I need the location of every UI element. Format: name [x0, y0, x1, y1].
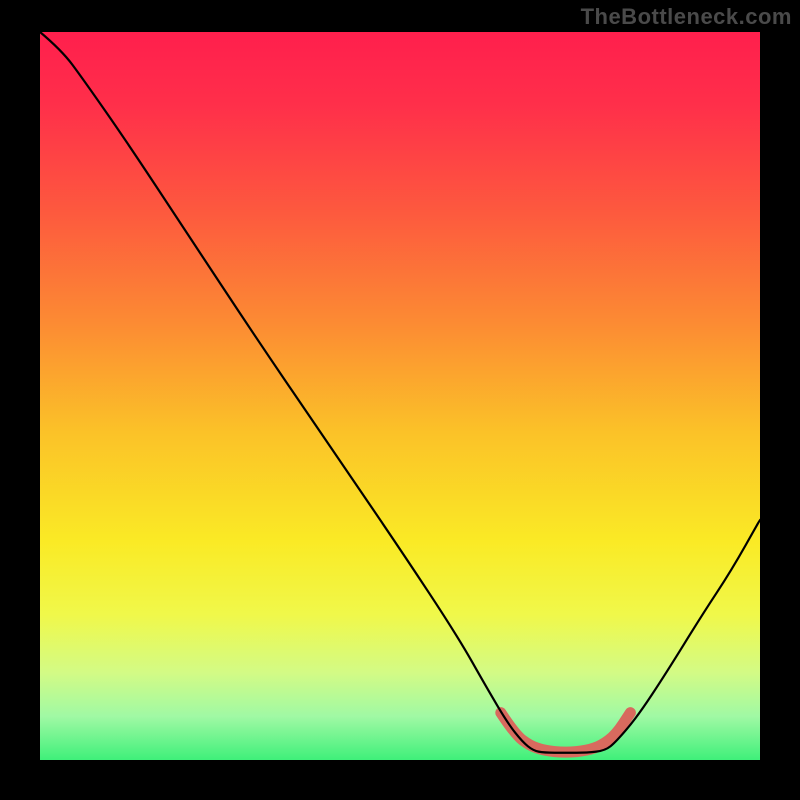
chart-container: TheBottleneck.com	[0, 0, 800, 800]
bottleneck-chart	[0, 0, 800, 800]
plot-background	[40, 32, 760, 760]
watermark-text: TheBottleneck.com	[581, 4, 792, 30]
